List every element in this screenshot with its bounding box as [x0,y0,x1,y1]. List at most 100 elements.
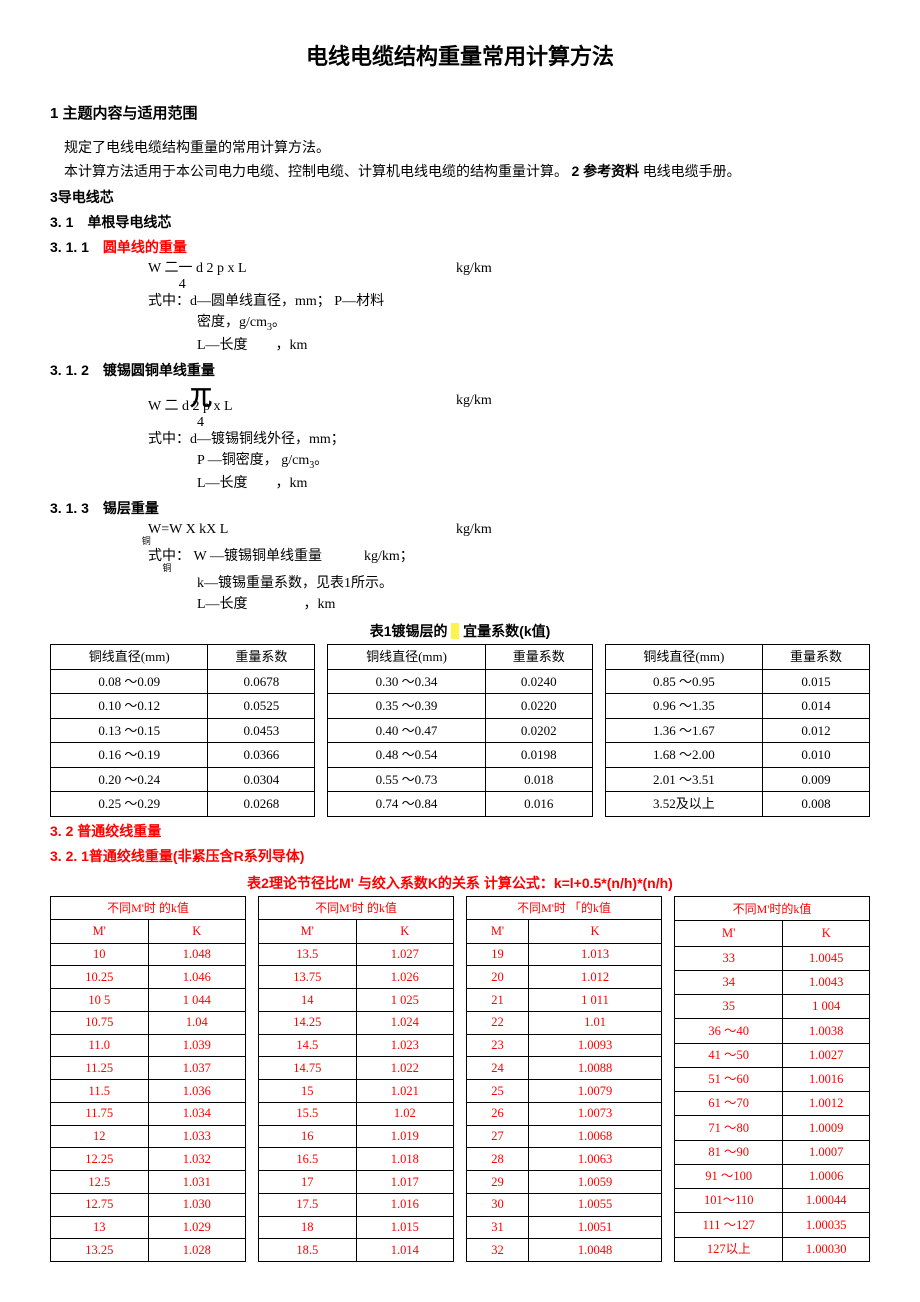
table-row: 13.251.028 [51,1239,246,1262]
table-row: 251.0079 [467,1080,662,1103]
t2-head-m: M' [467,919,529,943]
v311b: 密度，g/cm3。 [197,312,870,335]
v312b: P —铜密度， g/cm3。 [197,450,870,473]
t1-cap-hl [451,623,459,639]
table-cell: 81 ～90 [675,1140,783,1164]
table-cell: 10 [51,943,149,966]
table-row: 211 011 [467,989,662,1012]
table-row: 61 ～701.0012 [675,1092,870,1116]
table-row: 221.01 [467,1011,662,1034]
table-cell: 28 [467,1148,529,1171]
t1-cap-a: 表1镀锡层的 [370,623,448,639]
v313c: L—长度 ，km [197,594,870,615]
table-row: 181.015 [259,1216,454,1239]
table-cell: 2.01 ～3.51 [605,767,762,792]
table-cell: 27 [467,1125,529,1148]
v312c: L—长度 ，km [197,473,870,494]
table-cell: 1.034 [148,1102,246,1125]
table-cell: 1.0006 [783,1164,870,1188]
table-cell: 1.0045 [783,946,870,970]
table-cell: 0.20 ～0.24 [51,767,208,792]
v311a: 式中：d—圆单线直径，mm； P—材料 [148,291,870,312]
formula-313: W=W X kX L kg/km [148,519,870,540]
table-cell: 0.0525 [208,694,315,719]
table-cell: 0.13 ～0.15 [51,718,208,743]
t2-head-m: M' [675,921,783,946]
table-cell: 1.019 [356,1125,454,1148]
table-row: 131.029 [51,1216,246,1239]
table1-part-0: 铜线直径(mm)重量系数0.08 ～0.090.06780.10 ～0.120.… [50,644,315,817]
table-cell: 10.75 [51,1011,149,1034]
table-row: 2.01 ～3.510.009 [605,767,869,792]
table-cell: 0.16 ～0.19 [51,743,208,768]
table-cell: 1.0051 [529,1216,662,1239]
table-cell: 1.0007 [783,1140,870,1164]
table-cell: 1.023 [356,1034,454,1057]
t2-superhead: 不同M'时的k值 [675,896,870,921]
table-cell: 1.021 [356,1080,454,1103]
section-3-head: 3导电线芯 [50,187,870,208]
table2-part-3: 不同M'时的k值M'K331.0045341.0043351 00436 ～40… [674,896,870,1262]
table-cell: 1.029 [148,1216,246,1239]
table-cell: 0.0268 [208,792,315,817]
table-cell: 1.013 [529,943,662,966]
table-row: 12.751.030 [51,1193,246,1216]
t2-superhead: 不同M'时 「的k值 [467,896,662,919]
table-row: 121.033 [51,1125,246,1148]
table-cell: 23 [467,1034,529,1057]
table-cell: 0.85 ～0.95 [605,669,762,694]
table-cell: 21 [467,989,529,1012]
table-cell: 10.25 [51,966,149,989]
table-cell: 18.5 [259,1239,357,1262]
table-row: 101～1101.00044 [675,1189,870,1213]
table-cell: 0.010 [763,743,870,768]
table-cell: 17 [259,1171,357,1194]
table-cell: 3.52及以上 [605,792,762,817]
t1-head-dia: 铜线直径(mm) [605,645,762,670]
table-cell: 1.0009 [783,1116,870,1140]
table-cell: 127以上 [675,1237,783,1261]
table-cell: 14.25 [259,1011,357,1034]
table-cell: 71 ～80 [675,1116,783,1140]
table1-part-1: 铜线直径(mm)重量系数0.30 ～0.340.02400.35 ～0.390.… [327,644,592,817]
table-row: 321.0048 [467,1239,662,1262]
table-row: 0.48 ～0.540.0198 [328,743,592,768]
table-cell: 1.028 [148,1239,246,1262]
table-cell: 13 [51,1216,149,1239]
table-row: 81 ～901.0007 [675,1140,870,1164]
t2-head-k: K [529,919,662,943]
table-cell: 1.00044 [783,1189,870,1213]
s1-p2a: 本计算方法适用于本公司电力电缆、控制电缆、计算机电线电缆的结构重量计算。 [64,165,572,180]
table-cell: 0.012 [763,718,870,743]
s1-p2b: 2 参考资料 [572,163,640,179]
table-row: 127以上1.00030 [675,1237,870,1261]
table-cell: 1.046 [148,966,246,989]
table-cell: 1.36 ～1.67 [605,718,762,743]
table-row: 10 51 044 [51,989,246,1012]
table-row: 191.013 [467,943,662,966]
table-row: 111 ～1271.00035 [675,1213,870,1237]
table-cell: 1.00035 [783,1213,870,1237]
table-row: 341.0043 [675,970,870,994]
table-cell: 10 5 [51,989,149,1012]
table-cell: 1.0055 [529,1193,662,1216]
t1-cap-b: 宜量系数(k值) [463,623,550,639]
t2-head-k: K [148,919,246,943]
table-cell: 0.35 ～0.39 [328,694,485,719]
h31: 3. 1 单根导电线芯 [50,212,870,233]
table-row: 16.51.018 [259,1148,454,1171]
table-cell: 0.0678 [208,669,315,694]
table-row: 18.51.014 [259,1239,454,1262]
table-cell: 1.00030 [783,1237,870,1261]
table-row: 15.51.02 [259,1102,454,1125]
table-cell: 41 ～50 [675,1043,783,1067]
table-cell: 0.25 ～0.29 [51,792,208,817]
table-row: 281.0063 [467,1148,662,1171]
table-cell: 1.026 [356,966,454,989]
v313a: 式中： W —镀锡铜单线重量 kg/km； [148,546,870,567]
table-row: 271.0068 [467,1125,662,1148]
table-row: 261.0073 [467,1102,662,1125]
table-row: 12.51.031 [51,1171,246,1194]
table-cell: 1.68 ～2.00 [605,743,762,768]
table-row: 13.51.027 [259,943,454,966]
